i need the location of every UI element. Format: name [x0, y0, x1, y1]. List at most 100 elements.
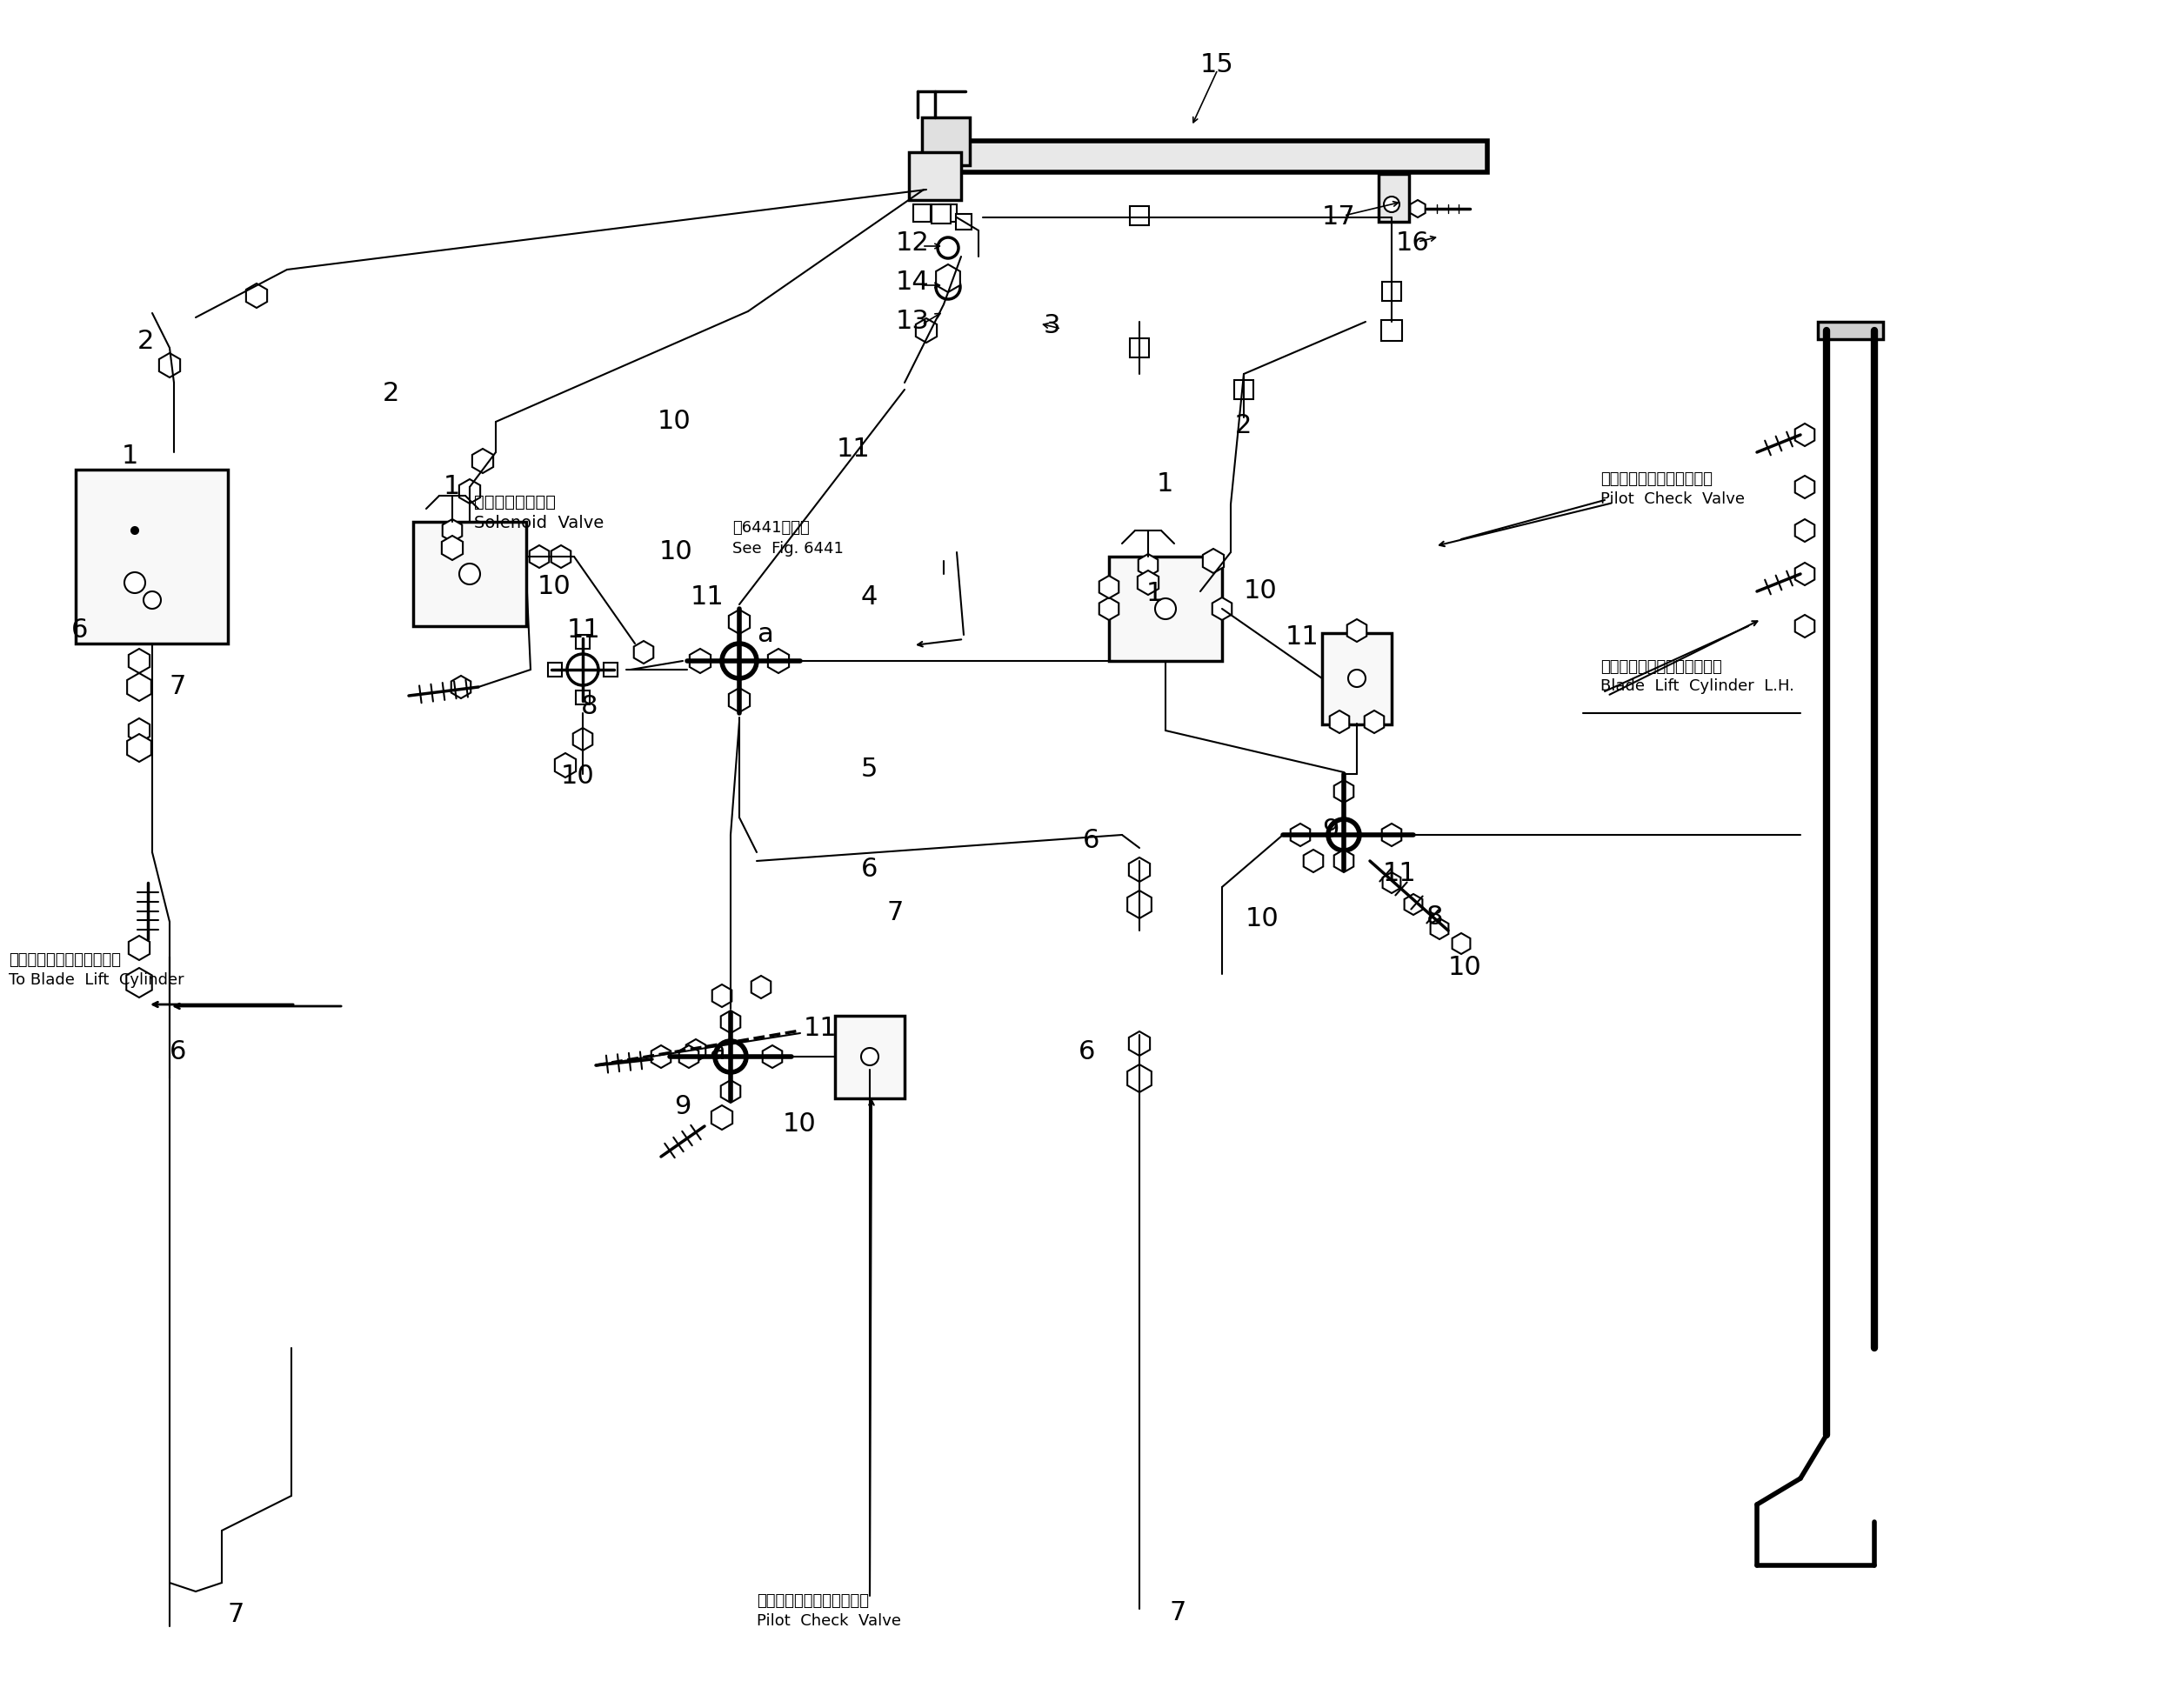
Bar: [1130, 207, 1149, 225]
Polygon shape: [128, 649, 149, 673]
Polygon shape: [1290, 823, 1309, 845]
Bar: [835, 1015, 905, 1098]
Bar: [1322, 632, 1391, 724]
Polygon shape: [1203, 548, 1225, 574]
Polygon shape: [1346, 620, 1368, 642]
Polygon shape: [1303, 849, 1322, 873]
Polygon shape: [1452, 933, 1469, 955]
Text: 6: 6: [71, 618, 89, 642]
Polygon shape: [441, 519, 463, 541]
Text: 4: 4: [861, 584, 879, 610]
Circle shape: [132, 528, 138, 535]
Text: ソレノイドバルブ: ソレノイドバルブ: [474, 494, 556, 511]
Text: 8: 8: [580, 693, 597, 719]
Text: 13: 13: [896, 309, 931, 335]
Circle shape: [937, 237, 959, 258]
Text: 11: 11: [567, 618, 602, 642]
Polygon shape: [1127, 1064, 1151, 1093]
Text: Blade  Lift  Cylinder  L.H.: Blade Lift Cylinder L.H.: [1601, 678, 1794, 693]
Text: 11: 11: [803, 1016, 837, 1040]
Text: 7: 7: [169, 675, 186, 699]
Text: To Blade  Lift  Cylinder: To Blade Lift Cylinder: [9, 972, 184, 987]
Text: 1: 1: [1147, 581, 1164, 606]
Text: 6: 6: [861, 857, 879, 881]
Text: 10: 10: [658, 408, 690, 434]
Polygon shape: [1794, 562, 1816, 586]
Polygon shape: [1794, 424, 1816, 446]
Text: ブレードリフトシリンダ　左: ブレードリフトシリンダ 左: [1601, 659, 1723, 675]
Text: 7: 7: [227, 1602, 245, 1628]
Polygon shape: [1383, 873, 1400, 893]
Bar: [1233, 381, 1253, 400]
Polygon shape: [915, 318, 937, 343]
Text: 9: 9: [673, 1095, 690, 1119]
Text: 7: 7: [1171, 1600, 1186, 1626]
Polygon shape: [729, 688, 751, 712]
Text: 10: 10: [660, 540, 692, 564]
Text: 2: 2: [138, 328, 154, 354]
Text: Pilot  Check  Valve: Pilot Check Valve: [757, 1614, 900, 1629]
Polygon shape: [1404, 893, 1422, 915]
Text: 1: 1: [1158, 471, 1173, 497]
Bar: [1130, 338, 1149, 357]
Polygon shape: [1365, 711, 1385, 733]
Polygon shape: [1794, 477, 1816, 499]
Polygon shape: [712, 984, 731, 1008]
Text: 10: 10: [1448, 955, 1482, 980]
Polygon shape: [679, 1045, 699, 1068]
Polygon shape: [1383, 823, 1402, 845]
Polygon shape: [128, 719, 149, 743]
Text: 5: 5: [861, 757, 879, 782]
Circle shape: [723, 644, 757, 678]
Polygon shape: [729, 610, 751, 634]
Bar: [939, 205, 956, 222]
Polygon shape: [1794, 615, 1816, 637]
Polygon shape: [651, 1045, 671, 1068]
Bar: [547, 663, 560, 676]
Text: 6: 6: [169, 1038, 186, 1064]
Circle shape: [1348, 670, 1365, 687]
Polygon shape: [459, 480, 480, 504]
Polygon shape: [160, 354, 180, 377]
Text: 6: 6: [1078, 1038, 1095, 1064]
Text: ブレードリフトシリンダヘ: ブレードリフトシリンダヘ: [9, 953, 121, 968]
Polygon shape: [712, 1105, 731, 1129]
Text: 16: 16: [1396, 231, 1430, 256]
Polygon shape: [1329, 711, 1348, 733]
Polygon shape: [937, 265, 961, 292]
Polygon shape: [450, 676, 472, 699]
Text: 1: 1: [444, 473, 461, 499]
Text: See  Fig. 6441: See Fig. 6441: [731, 541, 844, 557]
Text: Pilot  Check  Valve: Pilot Check Valve: [1601, 492, 1744, 507]
Circle shape: [1156, 598, 1175, 620]
Polygon shape: [1333, 781, 1355, 803]
Text: 10: 10: [537, 574, 571, 600]
Text: 2: 2: [383, 381, 400, 407]
Bar: [1818, 321, 1883, 340]
Text: 10: 10: [783, 1112, 816, 1136]
Polygon shape: [1130, 857, 1149, 881]
Polygon shape: [128, 734, 151, 762]
Bar: [576, 690, 591, 705]
Polygon shape: [1333, 849, 1355, 873]
Text: 11: 11: [837, 437, 870, 461]
Circle shape: [567, 654, 599, 685]
Text: 11: 11: [1383, 861, 1417, 886]
Text: 11: 11: [690, 584, 725, 610]
Polygon shape: [1099, 598, 1119, 620]
Bar: [413, 521, 526, 627]
Bar: [913, 205, 931, 222]
Text: 9: 9: [1322, 818, 1340, 842]
Polygon shape: [472, 449, 493, 473]
Polygon shape: [552, 545, 571, 567]
Circle shape: [861, 1049, 879, 1066]
Polygon shape: [1138, 570, 1158, 594]
Circle shape: [123, 572, 145, 593]
Text: 7: 7: [887, 900, 905, 926]
Polygon shape: [128, 673, 151, 700]
Text: 6: 6: [1082, 828, 1099, 852]
Polygon shape: [1794, 519, 1816, 541]
Bar: [931, 205, 950, 224]
Circle shape: [1383, 196, 1400, 212]
Polygon shape: [1127, 890, 1151, 919]
